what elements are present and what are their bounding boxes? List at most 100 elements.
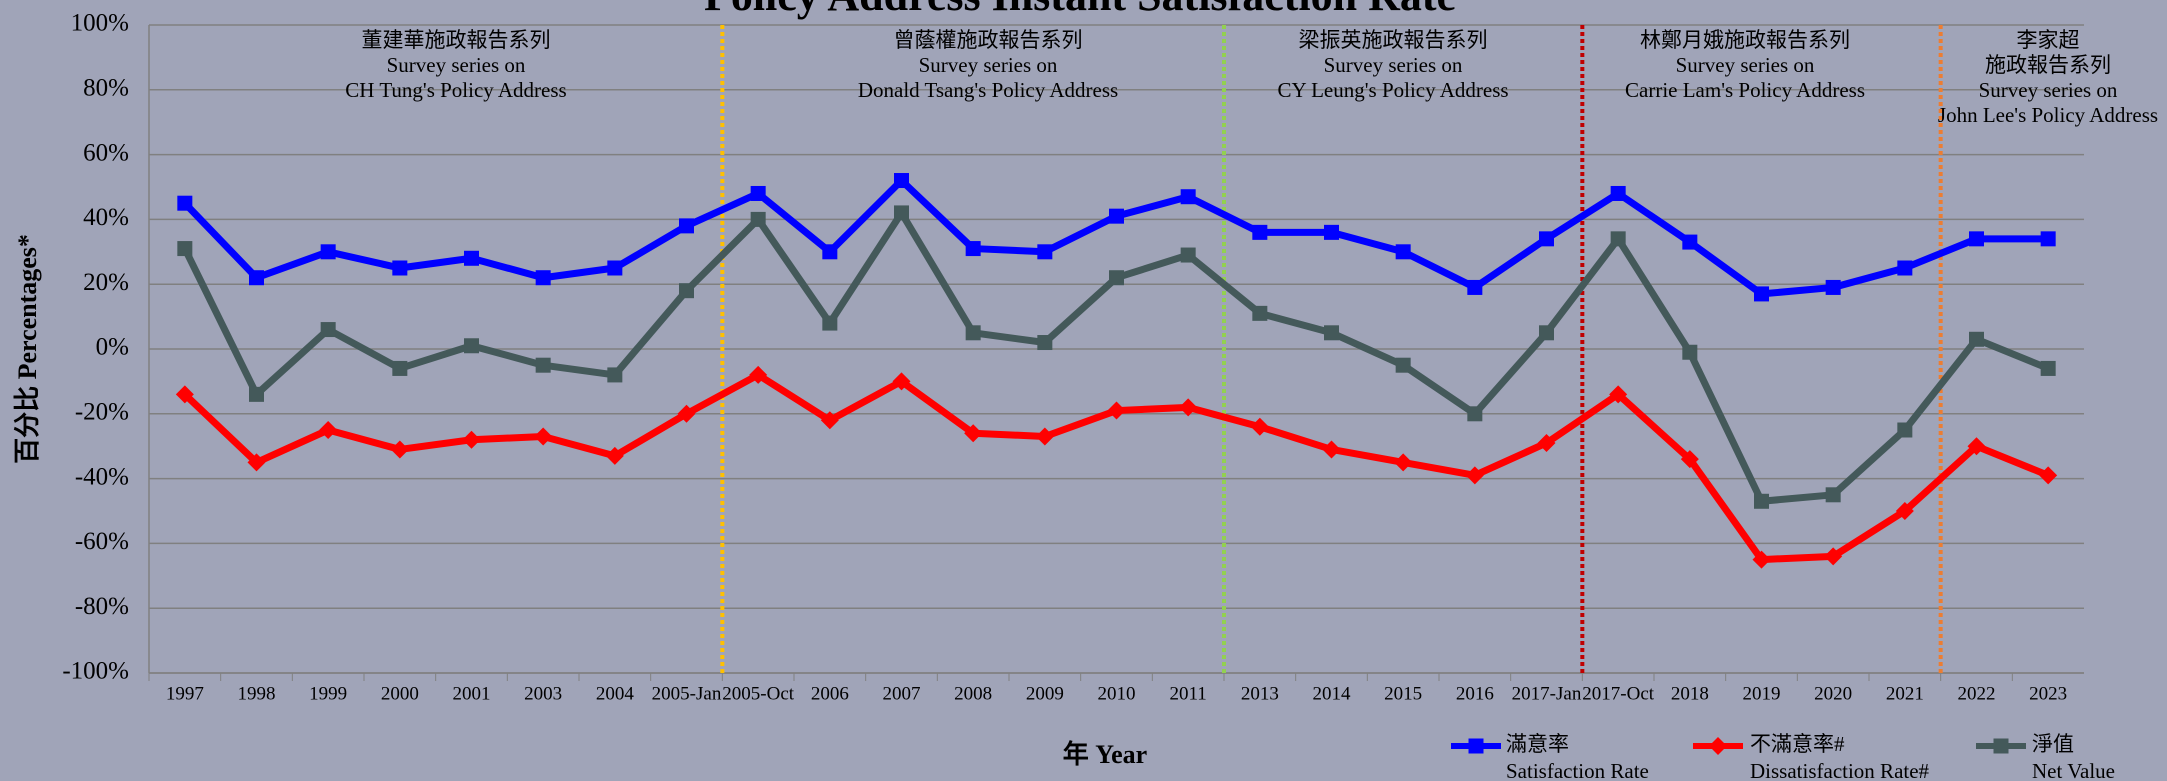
data-point (749, 365, 768, 384)
x-tick-label: 2009 (1026, 683, 1064, 704)
data-point (1967, 437, 1986, 456)
data-point (175, 385, 194, 404)
data-point (1180, 189, 1196, 205)
x-tick-label: 1999 (309, 683, 347, 704)
data-point (822, 244, 838, 260)
data-point (392, 260, 408, 276)
x-tick-label: 2006 (811, 683, 849, 704)
y-tick-label: -80% (75, 593, 129, 620)
x-tick-label: 1998 (238, 683, 276, 704)
data-point (894, 173, 909, 189)
data-point (1539, 231, 1554, 247)
data-point (965, 325, 981, 341)
x-tick-label: 2018 (1671, 683, 1709, 704)
data-point (1897, 422, 1913, 438)
x-tick-label: 2014 (1313, 683, 1352, 704)
y-axis-label: 百分比 Percentages* (13, 234, 42, 464)
data-point (820, 411, 839, 430)
x-tick-label: 2013 (1241, 683, 1279, 704)
period-note: John Lee's Policy Address (1938, 103, 2158, 127)
y-tick-label: 20% (83, 269, 129, 296)
data-point (1037, 244, 1053, 260)
data-point (464, 250, 479, 266)
y-tick-label: -40% (75, 463, 129, 490)
legend-label: Net Value (2032, 759, 2115, 781)
x-tick-label: 2023 (2029, 683, 2067, 704)
x-tick-label: 2015 (1384, 683, 1422, 704)
data-point (605, 446, 624, 465)
data-point (1682, 234, 1698, 250)
x-tick-label: 2003 (524, 683, 562, 704)
x-tick-label: 2017-Jan (1512, 683, 1582, 704)
data-point (320, 244, 336, 260)
data-point (1680, 450, 1699, 469)
period-note: Survey series on (1676, 53, 1815, 77)
legend-marker (1709, 737, 1727, 755)
period-note: 曾蔭權施政報告系列 (894, 28, 1083, 52)
data-point (1467, 406, 1483, 422)
y-tick-label: -60% (75, 528, 129, 555)
data-point (1539, 325, 1554, 341)
data-point (750, 211, 766, 227)
period-note: CH Tung's Policy Address (345, 78, 566, 102)
legend-label: 不滿意率# (1750, 732, 1845, 756)
period-note: Carrie Lam's Policy Address (1625, 78, 1865, 102)
x-tick-label: 2010 (1098, 683, 1136, 704)
data-point (1107, 401, 1126, 420)
x-tick-label: 2005-Oct (722, 683, 794, 704)
x-tick-label: 2005-Jan (652, 683, 722, 704)
data-point (1395, 357, 1411, 373)
data-point (462, 430, 481, 449)
data-point (249, 386, 264, 402)
data-point (1969, 231, 1984, 247)
data-point (1109, 270, 1124, 286)
data-point (607, 367, 623, 383)
data-point (964, 424, 983, 443)
data-point (607, 260, 623, 276)
data-point (1179, 398, 1198, 417)
x-tick-label: 2011 (1170, 683, 1207, 704)
data-point (2040, 360, 2056, 376)
legend-marker (1993, 738, 2009, 754)
legend-label: Satisfaction Rate (1506, 759, 1649, 781)
data-point (249, 270, 264, 286)
data-point (1609, 385, 1628, 404)
data-point (1825, 279, 1841, 295)
data-point (320, 322, 336, 338)
x-tick-label: 2022 (1958, 683, 1996, 704)
data-point (2040, 231, 2056, 247)
data-point (679, 218, 694, 234)
data-point (319, 421, 338, 439)
data-point (1250, 417, 1269, 436)
data-point (1897, 260, 1913, 276)
data-point (1109, 208, 1124, 224)
chart-title: Policy Address Instant Satisfaction Rate (704, 0, 1456, 20)
data-point (1610, 185, 1626, 201)
legend-marker (1468, 738, 1484, 754)
data-point (1035, 427, 1054, 446)
data-point (1825, 487, 1841, 503)
data-point (390, 440, 409, 459)
x-tick-label: 2017-Oct (1582, 683, 1654, 704)
period-note: Survey series on (1324, 53, 1463, 77)
data-point (965, 241, 981, 257)
data-point (1324, 325, 1339, 341)
data-point (1682, 344, 1698, 360)
data-point (177, 195, 193, 211)
legend-label: 淨值 (2032, 732, 2074, 756)
data-point (679, 283, 694, 299)
data-point (1252, 305, 1268, 321)
period-note: 董建華施政報告系列 (362, 28, 551, 52)
data-point (1252, 224, 1268, 240)
period-note: 李家超 (2017, 28, 2080, 52)
data-point (677, 404, 696, 423)
data-point (247, 453, 266, 472)
x-axis-label: 年 Year (1063, 739, 1147, 769)
data-point (1610, 231, 1626, 247)
data-point (892, 372, 911, 391)
period-note: Donald Tsang's Policy Address (858, 78, 1118, 102)
data-point (1465, 466, 1484, 485)
data-point (1322, 440, 1341, 459)
period-note: 林鄭月娥施政報告系列 (1640, 28, 1850, 52)
x-tick-label: 2016 (1456, 683, 1494, 704)
